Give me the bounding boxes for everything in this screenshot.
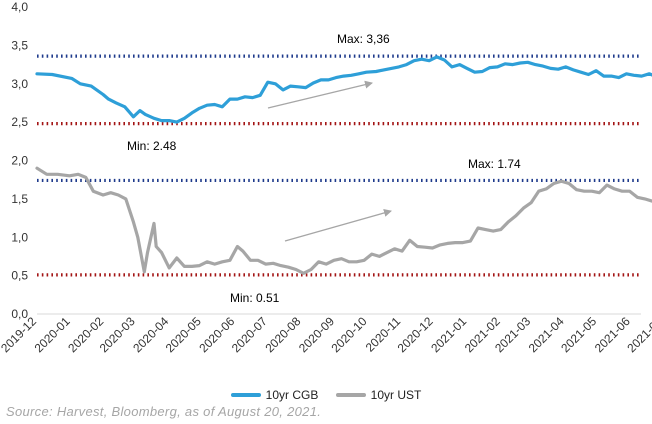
x-tick-label: 2020-12 <box>395 314 436 355</box>
y-tick-label: 1,0 <box>11 230 28 244</box>
legend-label-ust: 10yr UST <box>370 388 422 402</box>
cgb-min-annotation: Min: 2.48 <box>127 139 177 153</box>
x-tick-label: 2021-05 <box>558 314 599 355</box>
cgb-max-annotation: Max: 3,36 <box>337 32 390 46</box>
legend: 10yr CGB 10yr UST <box>0 386 652 402</box>
cgb-trend-arrow <box>267 80 373 109</box>
y-tick-label: 1,5 <box>11 192 28 206</box>
series-layer <box>35 55 652 275</box>
y-tick-label: 3,5 <box>11 38 28 52</box>
legend-item-ust: 10yr UST <box>335 388 422 402</box>
source-note: Source: Harvest, Bloomberg, as of August… <box>6 404 322 419</box>
y-tick-label: 3,0 <box>11 77 28 91</box>
legend-item-cgb: 10yr CGB <box>230 388 319 402</box>
x-tick-label: 2020-08 <box>262 314 303 355</box>
legend-swatch-ust <box>335 393 366 397</box>
x-tick-label: 2020-05 <box>163 314 204 355</box>
cgb-series-line <box>35 55 652 124</box>
legend-swatch-cgb <box>230 393 261 397</box>
y-tick-label: 2,0 <box>11 154 28 168</box>
x-tick-label: 2020-10 <box>329 314 370 355</box>
y-tick-label: 0,5 <box>11 269 28 283</box>
y-tick-label: 0,0 <box>11 307 28 321</box>
x-tick-label: 2020-03 <box>97 314 138 355</box>
x-axis: 2019-122020-012020-022020-032020-042020-… <box>0 313 652 355</box>
x-tick-label: 2020-07 <box>229 314 270 355</box>
ust-series-line <box>35 166 652 275</box>
ust-max-annotation: Max: 1.74 <box>468 157 521 171</box>
x-tick-label: 2021-01 <box>428 314 469 355</box>
y-tick-label: 4,0 <box>11 0 28 14</box>
y-tick-label: 2,5 <box>11 115 28 129</box>
reference-lines <box>37 54 641 277</box>
trend-arrows <box>267 80 392 242</box>
annotations: Max: 3,36 Min: 2.48 Max: 1.74 Min: 0.51 <box>127 32 521 305</box>
y-axis: 0,0 0,5 1,0 1,5 2,0 2,5 3,0 3,5 4,0 <box>11 0 28 321</box>
ust-trend-arrow <box>284 209 392 242</box>
legend-label-cgb: 10yr CGB <box>265 388 319 402</box>
ust-min-annotation: Min: 0.51 <box>230 291 280 305</box>
x-tick-label: 2020-01 <box>32 314 73 355</box>
